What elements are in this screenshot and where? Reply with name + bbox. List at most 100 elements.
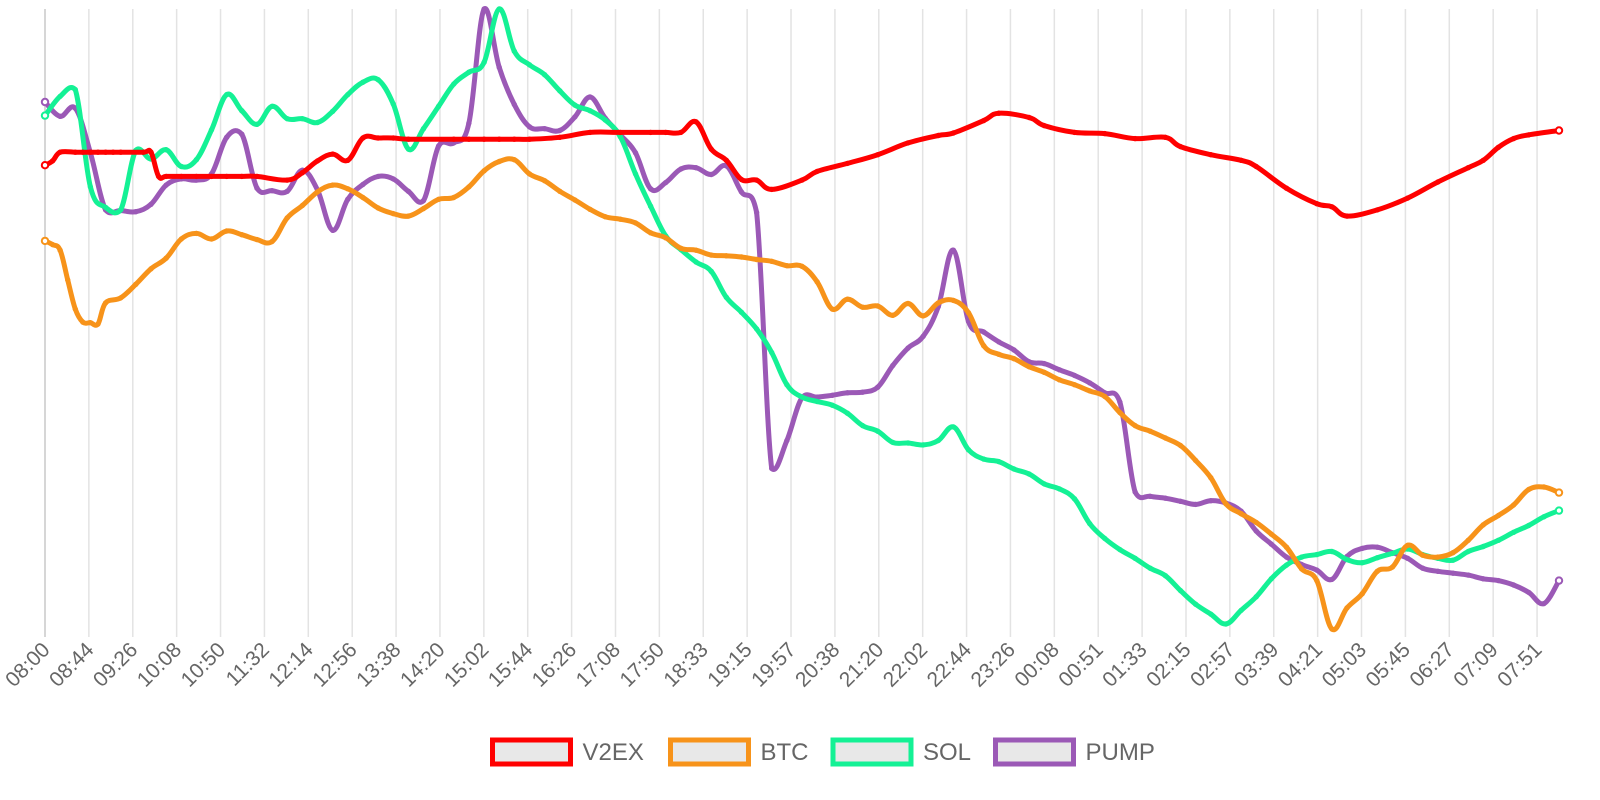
data-point-sol [1117,546,1123,553]
data-point-pump [496,64,502,71]
data-point-v2ex [224,173,230,180]
data-point-sol [920,442,926,448]
data-point-sol [481,59,487,65]
data-point-btc [890,312,896,318]
x-tick-label: 19:15 [703,638,756,691]
data-point-btc [345,186,351,192]
data-point-pump [920,333,926,340]
data-point-pump [148,201,154,208]
data-point-sol [1374,555,1381,561]
data-point-btc [1526,486,1532,493]
data-point-sol [269,103,275,110]
data-point-sol [1071,496,1078,502]
data-point-pump [390,176,396,182]
x-tick-label: 12:14 [264,638,318,692]
data-point-v2ex [466,136,472,142]
data-point-btc [254,236,260,243]
data-point-v2ex [1132,135,1138,142]
data-point-pump [133,209,139,215]
data-point-sol [1450,557,1456,563]
data-point-sol [814,398,820,405]
data-point-btc [1404,542,1411,548]
data-point-pump [753,209,760,216]
data-point-sol [1223,621,1229,627]
data-point-v2ex [390,135,396,141]
data-point-v2ex [738,176,745,183]
data-point-sol [769,349,775,356]
data-point-v2ex [1071,129,1078,136]
data-point-sol [829,402,835,408]
data-point-sol [284,116,290,122]
data-point-btc [133,281,139,287]
data-point-v2ex [299,170,306,176]
data-point-pump [1404,555,1411,561]
data-point-btc [1132,422,1138,429]
data-point-v2ex [254,173,260,180]
data-point-pump [708,171,714,178]
data-point-pump [572,114,578,120]
data-point-btc [239,232,245,238]
data-point-v2ex [1495,144,1502,151]
data-point-btc [935,300,941,306]
data-point-pump [632,150,639,156]
data-point-btc [72,306,79,312]
data-point-pump [269,188,275,194]
data-point-btc [299,202,306,209]
legend-item-btc[interactable]: BTC [668,737,809,767]
data-point-v2ex [208,173,215,180]
x-tick-label: 02:15 [1142,638,1195,691]
data-point-v2ex [1283,185,1290,191]
data-point-sol [1329,548,1335,555]
data-point-v2ex [140,149,147,155]
x-tick-label: 00:08 [1010,638,1063,691]
legend-item-pump[interactable]: PUMP [993,737,1155,767]
data-point-v2ex [155,173,162,180]
data-point-sol [1510,529,1517,535]
x-tick-label: 17:08 [572,638,625,691]
x-tick-label: 22:02 [879,638,932,691]
data-point-pump [1268,541,1275,547]
x-tick-label: 22:44 [923,638,977,692]
data-point-v2ex [1374,207,1381,213]
data-point-v2ex [1177,143,1184,150]
legend-item-sol[interactable]: SOL [830,737,971,767]
data-point-sol [935,437,941,444]
data-point-sol [875,428,881,434]
data-point-sol [390,101,396,107]
data-point-btc [57,247,63,253]
data-point-pump [1087,380,1093,386]
data-point-pump [163,182,169,188]
data-point-pump [1071,372,1078,379]
data-point-v2ex [875,152,881,158]
data-point-sol [753,326,760,332]
data-point-pump [1056,367,1063,373]
data-point-btc [1253,519,1259,526]
data-point-pump [890,362,896,369]
data-point-btc [1541,484,1547,490]
data-point-v2ex [80,149,86,155]
x-tick-label: 18:33 [659,638,712,691]
legend-item-v2ex[interactable]: V2EX [490,737,644,767]
data-point-btc [557,188,563,195]
data-point-sol [1480,543,1487,550]
data-point-v2ex [360,135,366,141]
data-point-pump [239,131,245,137]
x-tick-label: 10:50 [177,638,230,691]
data-point-btc [360,194,366,201]
data-point-v2ex [557,134,563,141]
data-point-btc [451,194,457,201]
data-point-btc [1465,537,1471,543]
data-point-sol [1389,550,1396,557]
data-point-pump [1541,600,1547,607]
data-point-sol [178,163,185,170]
data-point-pump [1132,489,1138,495]
data-point-btc [466,184,472,190]
data-point-btc [663,235,669,241]
data-point-btc [541,178,548,184]
legend-label-v2ex: V2EX [583,739,644,766]
data-point-sol [1554,506,1564,515]
data-point-btc [829,306,835,312]
data-point-pump [678,166,684,172]
data-point-sol [299,116,306,122]
